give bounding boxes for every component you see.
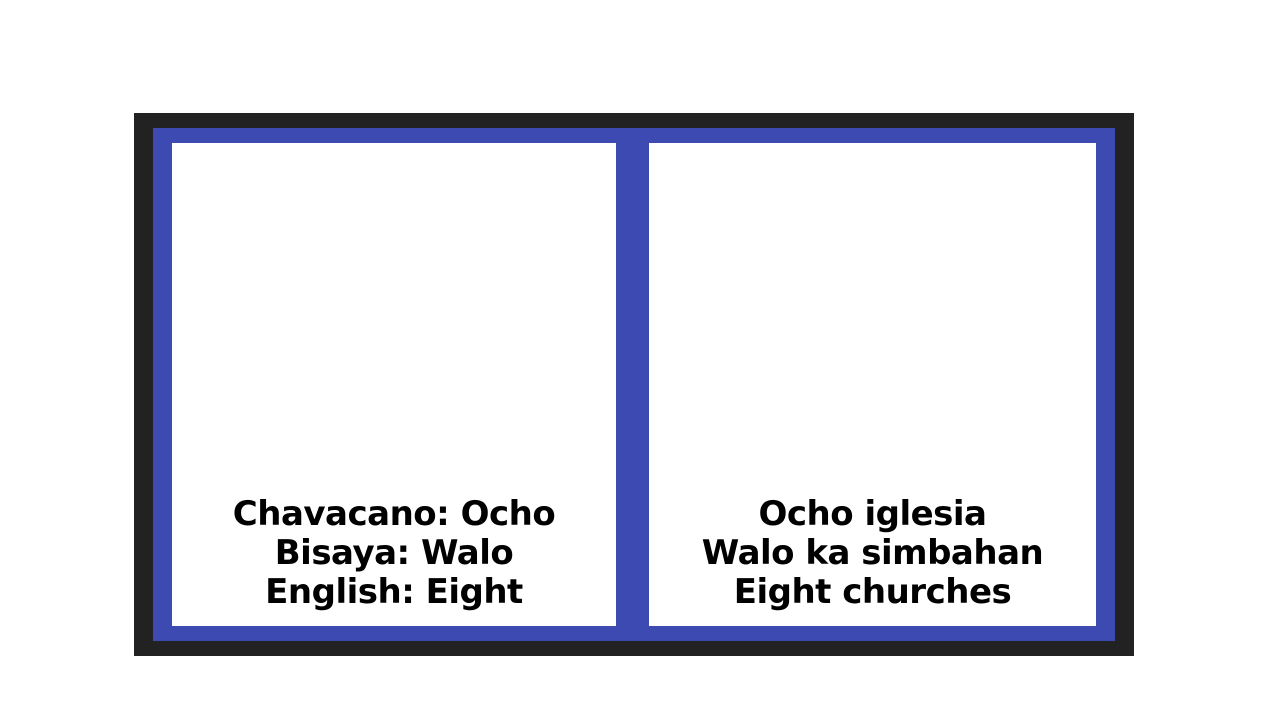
flashcard-blue-frame: Chavacano: Ocho Bisaya: Walo English: Ei… <box>153 128 1115 641</box>
bisaya-word: Bisaya: Walo <box>274 533 514 573</box>
english-word: English: Eight <box>265 572 523 612</box>
right-card-caption: Ocho iglesia Walo ka simbahan Eight chur… <box>701 494 1044 612</box>
chavacano-phrase: Ocho iglesia <box>758 494 988 534</box>
english-phrase: Eight churches <box>733 572 1012 612</box>
left-card-caption: Chavacano: Ocho Bisaya: Walo English: Ei… <box>232 494 556 612</box>
left-card-panel: Chavacano: Ocho Bisaya: Walo English: Ei… <box>172 143 616 626</box>
bisaya-phrase: Walo ka simbahan <box>701 533 1044 573</box>
chavacano-word: Chavacano: Ocho <box>232 494 556 534</box>
right-card-panel: Ocho iglesia Walo ka simbahan Eight chur… <box>649 143 1096 626</box>
flashcard-outer-frame: Chavacano: Ocho Bisaya: Walo English: Ei… <box>134 113 1134 656</box>
